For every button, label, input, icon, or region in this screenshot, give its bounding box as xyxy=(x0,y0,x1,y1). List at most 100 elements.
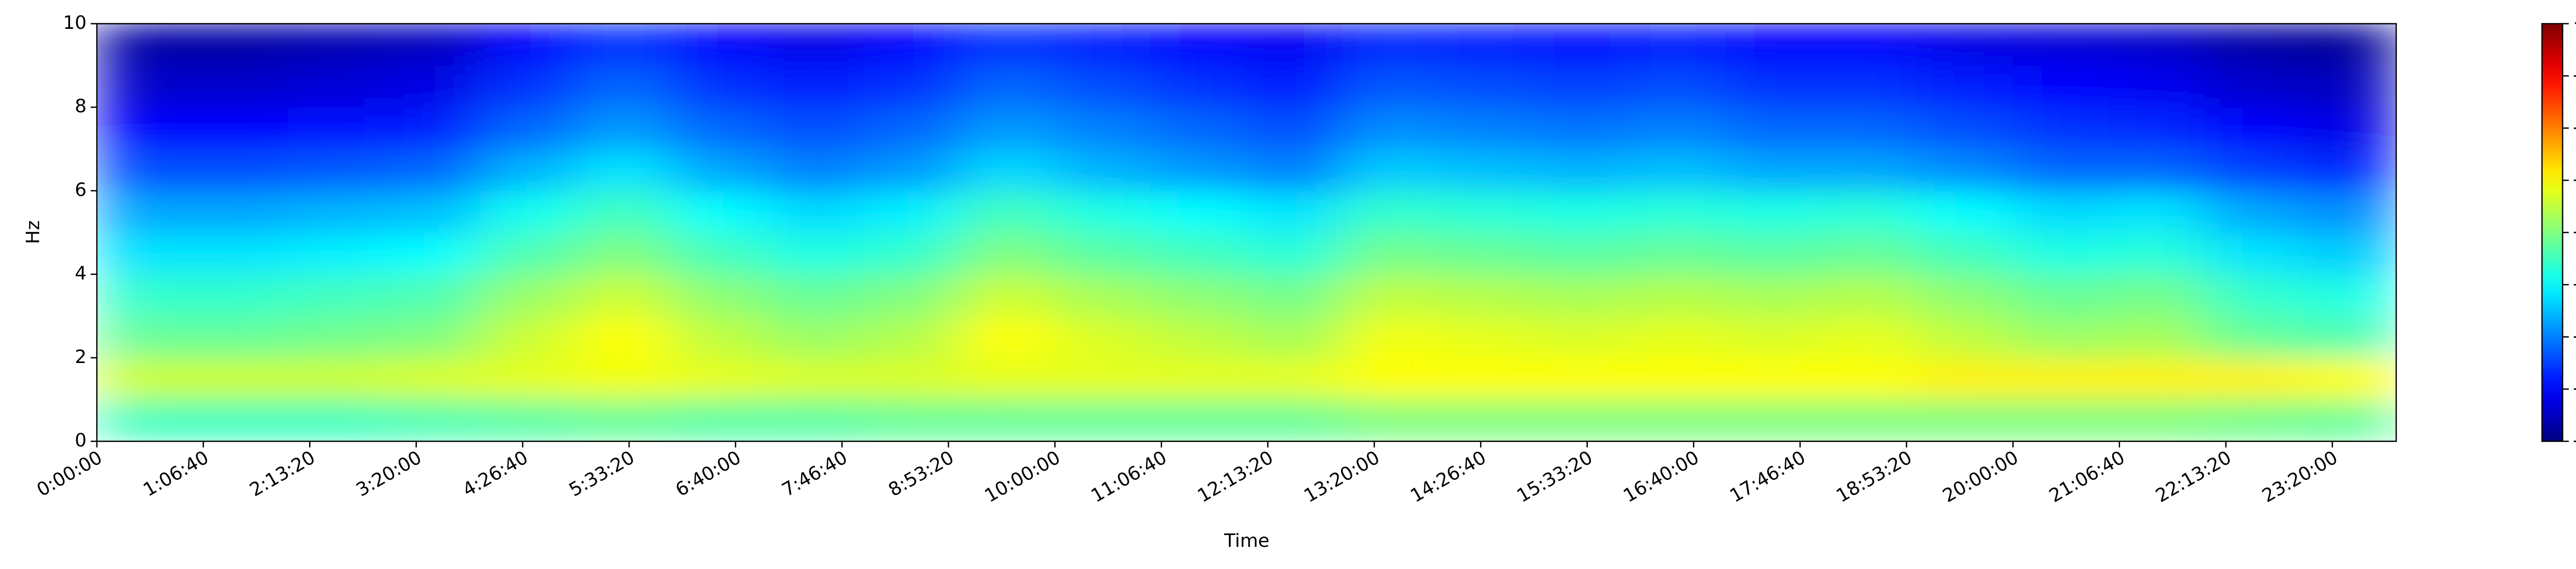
heat-cell xyxy=(1246,274,1343,317)
heat-cell xyxy=(767,65,864,108)
x-tick-label: 4:26:40 xyxy=(459,447,532,501)
x-tick-label: 7:46:40 xyxy=(778,447,851,501)
colorbar-tick-label: -50 dB xyxy=(2573,273,2576,295)
heat-cell xyxy=(959,65,1056,108)
heat-cell xyxy=(863,107,960,149)
x-tick-label: 13:20:00 xyxy=(1300,447,1383,507)
heat-cell xyxy=(1725,316,1822,358)
heat-cell xyxy=(1725,148,1822,191)
heat-cell xyxy=(288,107,385,149)
heat-cell xyxy=(671,316,768,358)
heat-cell xyxy=(2012,24,2109,66)
heat-cell xyxy=(1917,148,2013,191)
colorbar-tick-label: -10 dB xyxy=(2573,64,2576,85)
heat-cell xyxy=(192,316,289,358)
heat-cell xyxy=(97,232,193,275)
heat-cell xyxy=(1342,274,1438,317)
heat-cell xyxy=(1533,24,1630,66)
heat-cell xyxy=(959,24,1056,66)
heat-cell xyxy=(1055,65,1151,108)
heat-cell xyxy=(1437,316,1534,358)
heat-cell xyxy=(959,190,1056,233)
heat-cell xyxy=(1821,316,1918,358)
heat-cell xyxy=(575,399,672,441)
heat-cell xyxy=(1055,190,1151,233)
heat-cell xyxy=(671,399,768,441)
heat-cell xyxy=(1055,24,1151,66)
heat-cell xyxy=(2108,24,2205,66)
heat-cell xyxy=(2012,316,2109,358)
colorbar-tick-label: -30 dB xyxy=(2573,169,2576,190)
heat-cell xyxy=(1533,357,1630,400)
heat-cell xyxy=(1055,399,1151,441)
heat-cell xyxy=(1437,232,1534,275)
heat-cell xyxy=(1246,316,1343,358)
heat-cell xyxy=(2204,316,2301,358)
heat-cell xyxy=(1246,148,1343,191)
heat-cell xyxy=(1150,24,1247,66)
heat-cell xyxy=(1533,65,1630,108)
heat-cell xyxy=(1246,232,1343,275)
heat-cell xyxy=(480,190,577,233)
heat-cell xyxy=(1150,274,1247,317)
heat-cell xyxy=(288,148,385,191)
heat-cell xyxy=(1917,399,2013,441)
heat-cell xyxy=(1629,65,1726,108)
heat-cell xyxy=(671,357,768,400)
heat-cell xyxy=(2204,399,2301,441)
heat-cell xyxy=(863,24,960,66)
heat-cell xyxy=(2300,65,2396,108)
heat-cell xyxy=(1629,357,1726,400)
heat-cell xyxy=(1437,274,1534,317)
heat-cell xyxy=(480,107,577,149)
heat-cell xyxy=(1055,357,1151,400)
x-tick-label: 22:13:20 xyxy=(2152,447,2235,507)
heat-cell xyxy=(1150,232,1247,275)
heat-cell xyxy=(1055,107,1151,149)
x-tick-label: 2:13:20 xyxy=(246,447,319,501)
heat-cell xyxy=(2012,190,2109,233)
heat-cell xyxy=(1342,148,1438,191)
x-tick-label: 14:26:40 xyxy=(1407,447,1490,507)
heat-cell xyxy=(1533,190,1630,233)
heat-cell xyxy=(863,357,960,400)
colorbar xyxy=(2541,23,2564,442)
heat-cell xyxy=(575,232,672,275)
heat-cell xyxy=(1821,274,1918,317)
heat-cell xyxy=(192,107,289,149)
heat-cell xyxy=(767,232,864,275)
heat-cell xyxy=(1533,107,1630,149)
heat-cell xyxy=(2204,24,2301,66)
heat-cell xyxy=(1246,190,1343,233)
heat-cell xyxy=(2108,107,2205,149)
heat-cell xyxy=(1150,65,1247,108)
heat-cell xyxy=(1821,65,1918,108)
heat-cell xyxy=(575,148,672,191)
heat-cell xyxy=(671,107,768,149)
heat-cell xyxy=(1246,65,1343,108)
x-tick-label: 3:20:00 xyxy=(353,447,426,501)
heat-cell xyxy=(288,357,385,400)
x-tick-label: 11:06:40 xyxy=(1088,447,1171,507)
x-tick-label: 21:06:40 xyxy=(2046,447,2129,507)
heat-cell xyxy=(97,274,193,317)
heat-cell xyxy=(863,148,960,191)
heat-cell xyxy=(384,316,481,358)
heat-cell xyxy=(767,274,864,317)
heat-cell xyxy=(2300,24,2396,66)
heat-cell xyxy=(959,107,1056,149)
heat-cell xyxy=(192,274,289,317)
heat-cell xyxy=(192,24,289,66)
heat-cell xyxy=(97,148,193,191)
heat-cell xyxy=(1437,399,1534,441)
heat-cell xyxy=(2108,190,2205,233)
heat-cell xyxy=(2300,190,2396,233)
heat-cell xyxy=(1629,107,1726,149)
heat-cell xyxy=(1917,65,2013,108)
heat-cell xyxy=(97,65,193,108)
heat-cell xyxy=(575,316,672,358)
heat-cell xyxy=(1246,357,1343,400)
heat-cell xyxy=(1917,274,2013,317)
heat-cell xyxy=(1150,148,1247,191)
x-tick-label: 10:00:00 xyxy=(981,447,1064,507)
